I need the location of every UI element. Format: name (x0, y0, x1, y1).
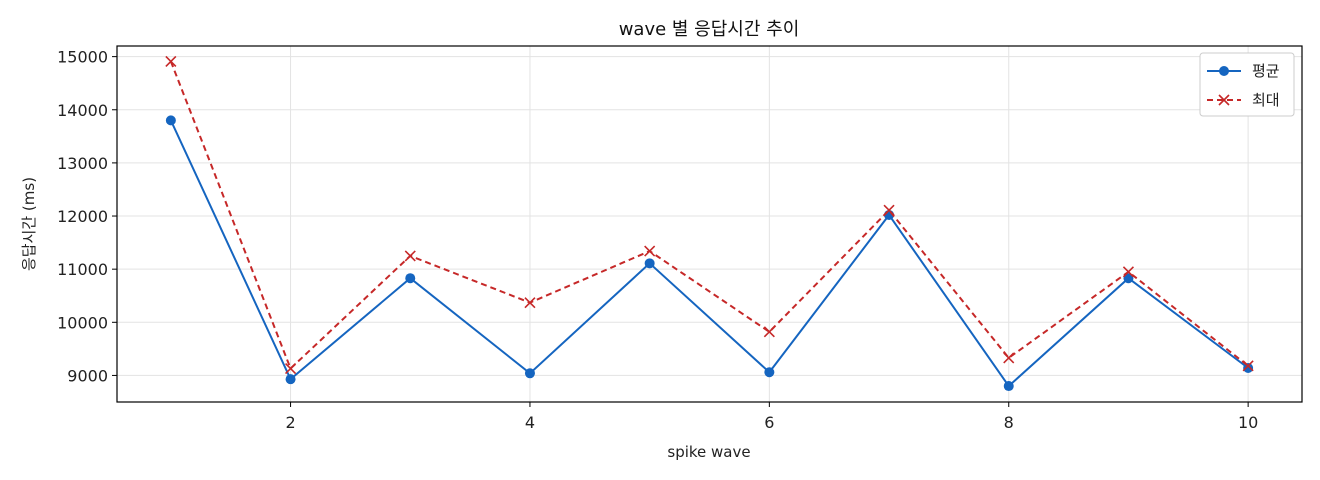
series-max (165, 55, 1254, 375)
series-average-point (644, 258, 655, 269)
chart-title: wave 별 응답시간 추이 (619, 19, 800, 40)
x-tick-label: 4 (525, 413, 535, 432)
y-axis-label: 응답시간 (ms) (20, 177, 38, 271)
x-axis: 2 4 6 8 10 (285, 402, 1258, 432)
x-tick-label: 8 (1004, 413, 1014, 432)
series-max-point (1242, 360, 1254, 372)
series-average-line (169, 119, 1249, 388)
y-tick-label: 13000 (57, 154, 108, 173)
series-average-point (405, 273, 416, 284)
y-tick-label: 14000 (57, 101, 108, 120)
series-average-point (1123, 273, 1134, 284)
legend-max-marker (1218, 94, 1230, 106)
legend-average-label: 평균 (1252, 62, 1280, 80)
legend-average-marker (1219, 66, 1229, 76)
series-average-point (1003, 381, 1014, 392)
series-average-point (165, 115, 176, 126)
series-max-point (1122, 266, 1135, 278)
series-max-point (284, 362, 297, 375)
series-max-point (524, 297, 536, 309)
series-max-point (404, 250, 416, 262)
x-tick-label: 10 (1238, 413, 1258, 432)
y-tick-label: 10000 (57, 313, 108, 332)
grid (117, 46, 1302, 402)
plot-frame (116, 45, 1303, 403)
y-tick-label: 11000 (57, 260, 108, 279)
legend-box (1199, 52, 1295, 117)
y-tick-label: 12000 (57, 207, 108, 226)
x-tick-label: 6 (764, 413, 774, 432)
series-average-point (285, 374, 296, 385)
series-max-point (165, 55, 177, 67)
series-average-point (1243, 362, 1254, 373)
series-max-line (169, 61, 1249, 371)
series-average-point (764, 367, 775, 378)
series-max-point (763, 326, 775, 338)
series-average (165, 115, 1254, 392)
series-max-point (644, 245, 656, 257)
y-tick-label: 9000 (67, 366, 108, 385)
y-axis: 9000 10000 11000 12000 13000 14000 15000 (57, 48, 117, 385)
legend-max-label: 최대 (1252, 91, 1280, 109)
series-layer (165, 55, 1254, 392)
x-axis-label: spike wave (667, 443, 750, 461)
y-tick-label: 15000 (57, 48, 108, 67)
series-max-point (1003, 352, 1015, 364)
series-max-point (883, 204, 895, 216)
x-tick-label: 2 (285, 413, 295, 432)
series-average-point (524, 368, 535, 379)
